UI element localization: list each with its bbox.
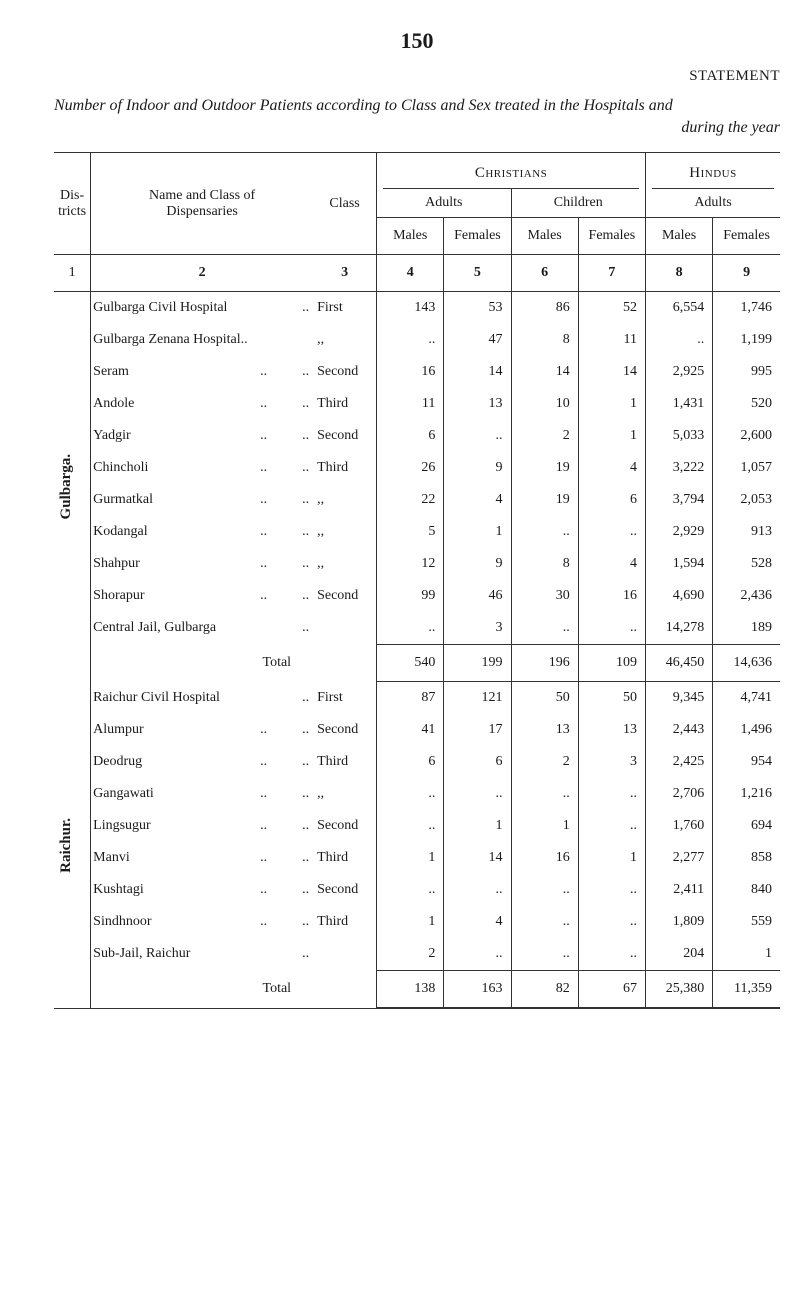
- table-row: Alumpur.. ..Second411713132,4431,496: [54, 714, 780, 746]
- header-col-numbers: 1 2 3 4 5 6 7 8 9: [54, 255, 780, 292]
- district-label: Gulbarga.: [54, 292, 91, 683]
- colnum-5: 5: [444, 255, 511, 292]
- table-row: Gulbarga.Gulbarga Civil Hospital..First1…: [54, 292, 780, 325]
- colnum-4: 4: [377, 255, 444, 292]
- colnum-3: 3: [313, 255, 377, 292]
- table-row: Kushtagi.. ..Second........2,411840: [54, 874, 780, 906]
- row-name: Kodangal.. ..: [91, 516, 313, 548]
- header-children: Children: [511, 189, 645, 218]
- subtitle: Number of Indoor and Outdoor Patients ac…: [54, 95, 780, 138]
- row-name: Raichur Civil Hospital..: [91, 682, 313, 714]
- row-name: Kushtagi.. ..: [91, 874, 313, 906]
- table-row: Gurmatkal.. ..,,2241963,7942,053: [54, 484, 780, 516]
- statement-label: STATEMENT: [54, 68, 780, 85]
- row-name: Gangawati.. ..: [91, 778, 313, 810]
- subtitle-line2: during the year: [54, 117, 780, 139]
- page-number: 150: [54, 28, 780, 54]
- table-row: Seram.. ..Second161414142,925995: [54, 356, 780, 388]
- district-label: Raichur.: [54, 682, 91, 1009]
- total-label: Total: [91, 645, 313, 682]
- table-bottom-rule: [54, 1009, 780, 1010]
- colnum-1: 1: [54, 255, 91, 292]
- page: 150 STATEMENT Number of Indoor and Outdo…: [0, 0, 800, 1029]
- row-name: Deodrug.. ..: [91, 746, 313, 778]
- colnum-8: 8: [645, 255, 712, 292]
- row-name: Alumpur.. ..: [91, 714, 313, 746]
- header-name-class: Name and Class of Dispensaries: [91, 153, 313, 255]
- table-row: Sindhnoor.. ..Third14....1,809559: [54, 906, 780, 938]
- table-row: Raichur.Raichur Civil Hospital..First871…: [54, 682, 780, 714]
- row-name: Lingsugur.. ..: [91, 810, 313, 842]
- table-row: Deodrug.. ..Third66232,425954: [54, 746, 780, 778]
- table-row: Yadgir.. ..Second6..215,0332,600: [54, 420, 780, 452]
- table-row: Shorapur.. ..Second994630164,6902,436: [54, 580, 780, 612]
- table-row: Gangawati.. ..,,........2,7061,216: [54, 778, 780, 810]
- row-name: Gulbarga Zenana Hospital..: [91, 324, 313, 356]
- header-adults-1: Adults: [377, 189, 511, 218]
- table-row: Central Jail, Gulbarga....3....14,278189: [54, 612, 780, 645]
- colnum-2: 2: [91, 255, 313, 292]
- row-name: Shahpur.. ..: [91, 548, 313, 580]
- colnum-6: 6: [511, 255, 578, 292]
- header-districts: Dis- tricts: [54, 153, 91, 255]
- row-name: Chincholi.. ..: [91, 452, 313, 484]
- row-name: Sindhnoor.. ..: [91, 906, 313, 938]
- header-females-1: Females: [444, 218, 511, 255]
- row-name: Central Jail, Gulbarga..: [91, 612, 313, 645]
- header-class: Class: [313, 153, 377, 255]
- subtitle-line1: Number of Indoor and Outdoor Patients ac…: [54, 97, 673, 114]
- header-females-3: Females: [713, 218, 780, 255]
- row-name: Shorapur.. ..: [91, 580, 313, 612]
- table-row: Sub-Jail, Raichur..2......2041: [54, 938, 780, 971]
- total-label: Total: [91, 971, 313, 1008]
- total-row: Total138163826725,38011,359: [54, 971, 780, 1008]
- header-adults-2: Adults: [645, 189, 780, 218]
- row-name: Manvi.. ..: [91, 842, 313, 874]
- header-christians: Christians: [377, 153, 646, 189]
- row-name: Gurmatkal.. ..: [91, 484, 313, 516]
- row-name: Andole.. ..: [91, 388, 313, 420]
- row-name: Yadgir.. ..: [91, 420, 313, 452]
- table-row: Gulbarga Zenana Hospital..,,..47811..1,1…: [54, 324, 780, 356]
- header-males-3: Males: [645, 218, 712, 255]
- header-males-2: Males: [511, 218, 578, 255]
- colnum-7: 7: [578, 255, 645, 292]
- main-table: Dis- tricts Name and Class of Dispensari…: [54, 152, 780, 1009]
- row-name: Gulbarga Civil Hospital..: [91, 292, 313, 325]
- colnum-9: 9: [713, 255, 780, 292]
- table-row: Shahpur.. ..,,129841,594528: [54, 548, 780, 580]
- table-row: Lingsugur.. ..Second..11..1,760694: [54, 810, 780, 842]
- table-row: Andole.. ..Third11131011,431520: [54, 388, 780, 420]
- row-name: Sub-Jail, Raichur..: [91, 938, 313, 971]
- header-hindus: Hindus: [645, 153, 780, 189]
- row-name: Seram.. ..: [91, 356, 313, 388]
- total-row: Total54019919610946,45014,636: [54, 645, 780, 682]
- header-males-1: Males: [377, 218, 444, 255]
- table-row: Manvi.. ..Third1141612,277858: [54, 842, 780, 874]
- header-row-1: Dis- tricts Name and Class of Dispensari…: [54, 153, 780, 189]
- table-row: Kodangal.. ..,,51....2,929913: [54, 516, 780, 548]
- table-row: Chincholi.. ..Third2691943,2221,057: [54, 452, 780, 484]
- header-females-2: Females: [578, 218, 645, 255]
